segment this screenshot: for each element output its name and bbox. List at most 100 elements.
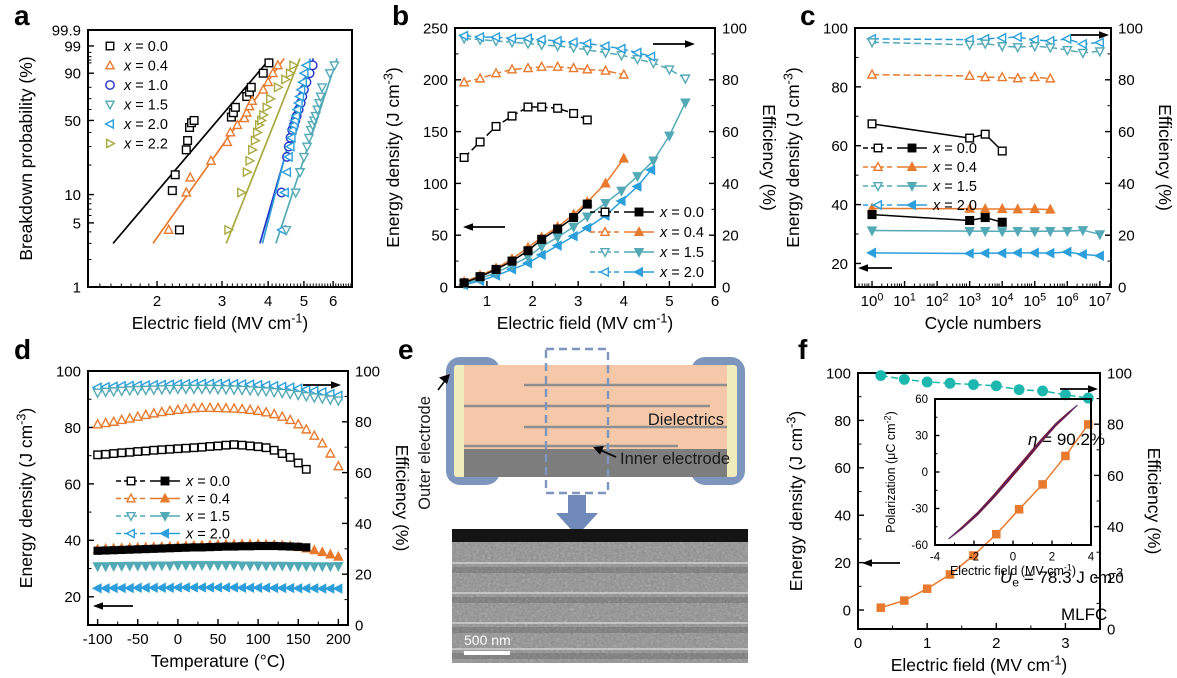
svg-text:100: 100 xyxy=(56,363,81,380)
svg-text:Polarization (μC cm-2): Polarization (μC cm-2) xyxy=(882,411,898,533)
panel-e-mlcc-diagram: Dielectrics Inner electrode Outer electr… xyxy=(416,347,748,663)
svg-text:x = 0.0: x = 0.0 xyxy=(185,474,230,490)
svg-text:20: 20 xyxy=(834,555,851,572)
svg-text:100: 100 xyxy=(826,365,851,382)
svg-text:102: 102 xyxy=(926,291,949,310)
svg-text:0: 0 xyxy=(174,631,182,648)
svg-text:-4: -4 xyxy=(930,552,941,564)
svg-text:4: 4 xyxy=(264,293,272,310)
svg-text:x = 0.0: x = 0.0 xyxy=(123,39,168,55)
svg-text:20: 20 xyxy=(831,256,848,273)
svg-text:40: 40 xyxy=(64,533,81,550)
svg-text:60: 60 xyxy=(1118,124,1135,141)
svg-text:2: 2 xyxy=(528,293,536,310)
svg-text:Temperature (°C): Temperature (°C) xyxy=(151,651,285,671)
svg-text:3: 3 xyxy=(218,293,226,310)
svg-text:Energy density (J cm-3): Energy density (J cm-3) xyxy=(14,408,36,588)
svg-text:50: 50 xyxy=(431,228,448,245)
sem-scalebar xyxy=(464,651,510,655)
svg-text:6: 6 xyxy=(711,293,719,310)
svg-text:150: 150 xyxy=(286,631,311,648)
svg-text:x = 1.5: x = 1.5 xyxy=(932,179,977,195)
svg-text:2: 2 xyxy=(1049,552,1055,564)
svg-text:100: 100 xyxy=(423,176,448,193)
svg-text:80: 80 xyxy=(355,414,372,431)
outer-electrode-label: Outer electrode xyxy=(416,396,434,510)
panel-label-c: c xyxy=(800,0,816,31)
svg-text:0: 0 xyxy=(1118,279,1126,296)
dielectrics-label: Dielectrics xyxy=(648,411,724,429)
svg-text:Energy density (J cm-3): Energy density (J cm-3) xyxy=(781,67,803,247)
svg-text:80: 80 xyxy=(722,72,739,89)
sem-region-box xyxy=(544,347,610,495)
svg-text:x = 1.0: x = 1.0 xyxy=(123,78,168,94)
svg-text:40: 40 xyxy=(355,516,372,533)
panel-label-d: d xyxy=(14,334,32,365)
svg-text:1: 1 xyxy=(923,635,931,652)
svg-text:80: 80 xyxy=(1118,72,1135,89)
svg-text:0: 0 xyxy=(1107,621,1115,638)
svg-text:x = 1.5: x = 1.5 xyxy=(659,245,704,261)
panel-label-e: e xyxy=(398,334,414,365)
svg-text:80: 80 xyxy=(64,420,81,437)
svg-text:60: 60 xyxy=(355,465,372,482)
svg-text:100: 100 xyxy=(355,363,380,380)
svg-text:100: 100 xyxy=(823,20,848,37)
sem-scalebar-label: 500 nm xyxy=(464,632,511,648)
svg-text:0: 0 xyxy=(854,635,862,652)
svg-text:2: 2 xyxy=(153,293,161,310)
svg-text:x = 0.4: x = 0.4 xyxy=(659,225,704,241)
chart-legend: x = 0.0 x = 0.4 x = 1.5 x = 2.0 xyxy=(863,141,977,214)
svg-text:100: 100 xyxy=(1118,20,1143,37)
down-arrow-icon xyxy=(556,513,598,536)
svg-text:-2: -2 xyxy=(969,552,979,564)
svg-text:20: 20 xyxy=(64,589,81,606)
svg-text:100: 100 xyxy=(1107,365,1132,382)
svg-text:40: 40 xyxy=(722,176,739,193)
svg-text:50: 50 xyxy=(64,113,81,130)
svg-text:4: 4 xyxy=(1088,552,1095,564)
svg-text:50: 50 xyxy=(210,631,227,648)
svg-text:200: 200 xyxy=(423,72,448,89)
svg-text:4: 4 xyxy=(620,293,628,310)
svg-text:x = 2.0: x = 2.0 xyxy=(185,527,230,543)
svg-text:20: 20 xyxy=(355,567,372,584)
panel-d-temperature-chart: -100 -50 0 50 100 150 200 20 40 60 80 100 0 20 40 60 80 1… xyxy=(14,363,412,671)
svg-text:Electric field (MV cm-1): Electric field (MV cm-1) xyxy=(950,562,1076,578)
svg-text:60: 60 xyxy=(64,476,81,493)
svg-text:20: 20 xyxy=(722,228,739,245)
svg-text:40: 40 xyxy=(834,508,851,525)
svg-text:-100: -100 xyxy=(83,631,113,648)
chart-plot: 100 101 102 103 104 105 106 107 20 40 60 80 100 0 20 40… xyxy=(781,20,1175,333)
svg-text:0: 0 xyxy=(922,467,928,479)
svg-text:101: 101 xyxy=(893,291,916,310)
svg-text:1: 1 xyxy=(73,279,81,296)
svg-text:40: 40 xyxy=(831,197,848,214)
panel-label-f: f xyxy=(798,334,808,365)
chart-plot: -100 -50 0 50 100 150 200 20 40 60 80 100 0 20 40 60 80 1… xyxy=(14,363,412,671)
chart-plot: 1 2 3 4 5 6050100150200250020406080100Electri… xyxy=(381,20,779,333)
svg-text:-60: -60 xyxy=(911,540,928,552)
svg-text:Efficiency (%): Efficiency (%) xyxy=(759,104,779,211)
svg-text:107: 107 xyxy=(1089,291,1112,310)
panel-label-a: a xyxy=(14,0,30,31)
svg-text:Electric field (MV cm-1): Electric field (MV cm-1) xyxy=(132,311,309,333)
svg-text:x = 1.5: x = 1.5 xyxy=(185,509,230,525)
svg-text:Breakdown probability (%): Breakdown probability (%) xyxy=(16,56,36,260)
svg-text:250: 250 xyxy=(423,20,448,37)
panel-b-energy-efficiency-chart: 1 2 3 4 5 6050100150200250020406080100Electri… xyxy=(381,20,779,333)
svg-text:150: 150 xyxy=(423,124,448,141)
svg-text:90: 90 xyxy=(64,66,81,83)
svg-text:x = 0.4: x = 0.4 xyxy=(932,160,977,176)
svg-text:Ue = 78.3 J cm-3: Ue = 78.3 J cm-3 xyxy=(1000,566,1123,590)
svg-text:6: 6 xyxy=(329,293,337,310)
svg-text:Energy density (J cm-3): Energy density (J cm-3) xyxy=(784,411,806,591)
svg-text:1: 1 xyxy=(483,293,491,310)
svg-text:x = 1.5: x = 1.5 xyxy=(123,98,168,114)
svg-text:99: 99 xyxy=(64,38,81,55)
svg-text:Efficiency (%): Efficiency (%) xyxy=(1155,104,1175,211)
svg-text:80: 80 xyxy=(834,413,851,430)
svg-text:40: 40 xyxy=(1118,176,1135,193)
svg-text:105: 105 xyxy=(1023,291,1046,310)
svg-text:20: 20 xyxy=(1107,570,1124,587)
